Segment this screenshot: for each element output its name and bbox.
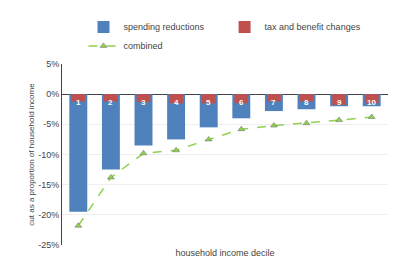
svg-text:5: 5: [206, 98, 211, 107]
svg-text:tax and benefit changes: tax and benefit changes: [265, 22, 361, 32]
svg-text:8: 8: [304, 98, 309, 107]
svg-text:3: 3: [141, 98, 146, 107]
svg-text:cut as a proportion of househo: cut as a proportion of household income: [27, 83, 36, 226]
svg-text:10: 10: [367, 98, 376, 107]
svg-text:7: 7: [271, 98, 276, 107]
svg-text:-15%: -15%: [38, 180, 59, 190]
svg-text:1: 1: [76, 98, 81, 107]
svg-text:-20%: -20%: [38, 210, 59, 220]
svg-text:2: 2: [108, 98, 113, 107]
svg-text:household income decile: household income decile: [175, 248, 274, 258]
svg-text:0%: 0%: [46, 89, 59, 99]
svg-text:spending reductions: spending reductions: [124, 22, 205, 32]
svg-text:-10%: -10%: [38, 150, 59, 160]
svg-text:9: 9: [337, 98, 342, 107]
svg-text:-25%: -25%: [38, 240, 59, 250]
svg-text:4: 4: [174, 98, 179, 107]
svg-text:5%: 5%: [46, 59, 59, 69]
svg-text:-5%: -5%: [43, 119, 59, 129]
svg-text:6: 6: [239, 98, 244, 107]
svg-text:combined: combined: [124, 41, 163, 51]
